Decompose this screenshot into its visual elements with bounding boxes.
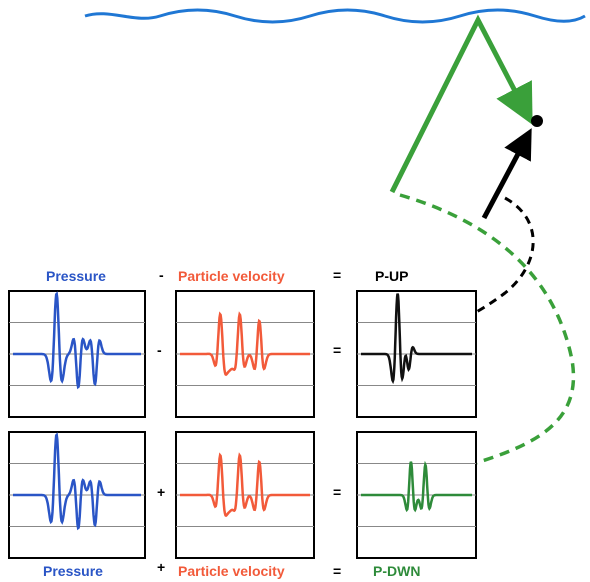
p-dwn-label: P-DWN (373, 563, 420, 579)
panel-pressure-bottom (9, 432, 145, 558)
pressure-label-bottom: Pressure (43, 563, 103, 579)
particle-velocity-label-top: Particle velocity (178, 268, 285, 284)
row1-equals-operator: = (333, 342, 341, 358)
panel-p-up (357, 291, 476, 417)
minus-label-top: - (159, 267, 164, 283)
downgoing-ray (392, 20, 528, 192)
panel-particle-velocity-top (176, 291, 314, 417)
row2-plus-operator: + (157, 484, 165, 500)
particle-velocity-label-bottom: Particle velocity (178, 563, 285, 579)
equals-label-bottom: = (333, 563, 341, 579)
row2-equals-operator: = (333, 484, 341, 500)
sea-surface-line (85, 10, 585, 22)
p-up-label: P-UP (375, 268, 408, 284)
panel-p-dwn (357, 432, 476, 558)
plus-label-bottom: + (157, 559, 165, 575)
pressure-label-top: Pressure (46, 268, 106, 284)
panel-pressure-top (9, 291, 145, 417)
panel-particle-velocity-bottom (176, 432, 314, 558)
equals-label-top: = (333, 267, 341, 283)
receiver-dot (531, 115, 543, 127)
upgoing-ray (484, 137, 527, 218)
row1-minus-operator: - (157, 342, 162, 358)
